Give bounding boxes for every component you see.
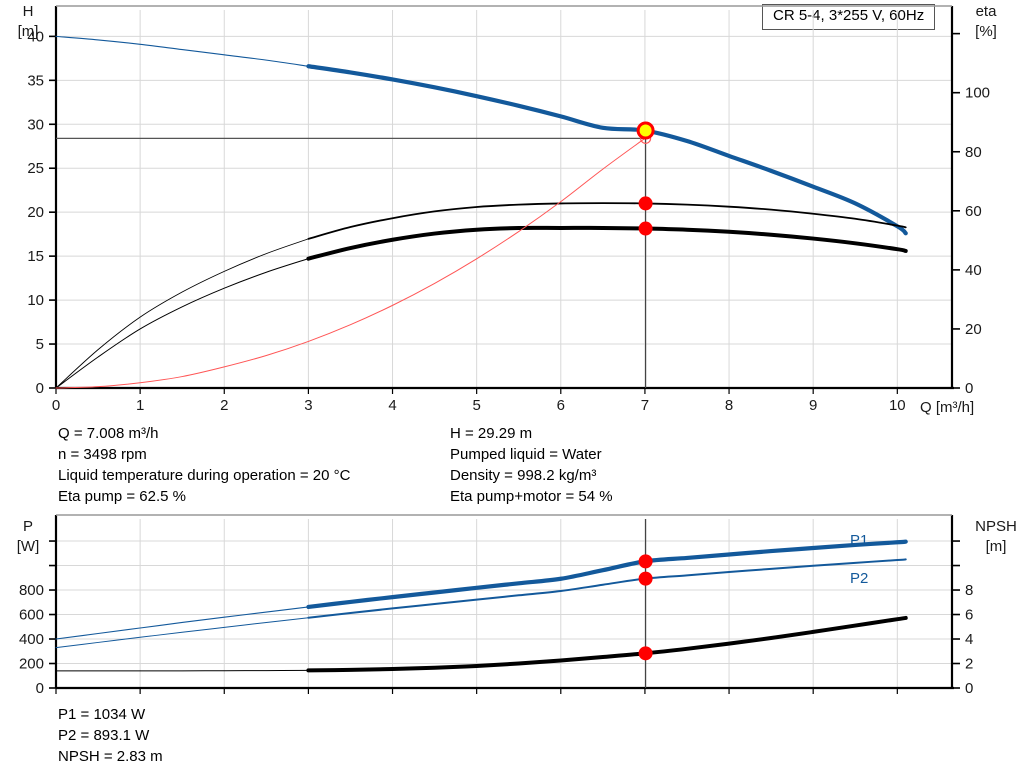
bottom-y2-axis-title-line2: [m]	[986, 538, 1007, 555]
bottom-y-axis-title-line2: [W]	[17, 538, 40, 555]
top-y2-axis-title-line2: [%]	[975, 23, 997, 40]
curve-eta-pump-motor-thick	[306, 225, 908, 261]
info-block-left: Q = 7.008 m³/h n = 3498 rpm Liquid tempe…	[58, 423, 350, 507]
y-tick-label: 5	[36, 336, 44, 353]
bottom-y2-axis-title-line1: NPSH	[975, 518, 1017, 535]
top-y-axis-title-line2: [m]	[18, 23, 39, 40]
y-tick-label: 15	[27, 248, 44, 265]
bottom-chart-duty-markers	[638, 519, 653, 688]
top-chart-curves	[55, 35, 908, 389]
power-npsh-chart: 0 200 400 600 800 0 2 4 6 8 P [W] NPSH [m] P1 P2	[17, 514, 1017, 697]
x-tick-label: 10	[889, 397, 906, 414]
curve-label-p1: P1	[850, 532, 868, 549]
y-tick-label: 40	[27, 28, 44, 45]
curve-p1-thin	[55, 606, 309, 640]
bottom-chart-tick-labels: 0 200 400 600 800 0 2 4 6 8	[19, 582, 973, 697]
top-x-axis-title: Q [m³/h]	[920, 399, 974, 416]
y-tick-label: 400	[19, 631, 44, 648]
top-chart-gridlines	[55, 10, 952, 389]
curve-eta-pump-motor-thin	[55, 258, 309, 389]
info-right-row-1: Pumped liquid = Water	[450, 446, 602, 463]
info-right-row-2: Density = 998.2 kg/m³	[450, 467, 597, 484]
curve-p2-thin	[55, 617, 309, 649]
info-right-row-0: H = 29.29 m	[450, 425, 533, 442]
x-tick-label: 0	[52, 397, 60, 414]
info-left-row-0: Q = 7.008 m³/h	[58, 425, 159, 442]
info-left-row-1: n = 3498 rpm	[58, 446, 147, 463]
top-chart-duty-markers	[636, 121, 655, 388]
curve-label-p2: P2	[850, 570, 868, 587]
y2-tick-label: 4	[965, 631, 973, 648]
curve-p1-thick	[306, 539, 908, 610]
info-left-row-3: Eta pump = 62.5 %	[58, 488, 186, 505]
info-bottom-row-1: P2 = 893.1 W	[58, 727, 150, 744]
top-y2-axis-title-line1: eta	[976, 3, 998, 20]
duty-marker	[638, 221, 653, 236]
curve-eta-pump-thin	[55, 238, 309, 389]
y-tick-label: 200	[19, 656, 44, 673]
head-eta-chart: 0 1 2 3 4 5 6 7 8 9 100510152025303540020406080100…	[18, 3, 998, 416]
y-tick-label: 0	[36, 680, 44, 697]
x-tick-label: 3	[304, 397, 312, 414]
y2-tick-label: 6	[965, 607, 973, 624]
y-tick-label: 20	[27, 204, 44, 221]
y-tick-label: 10	[27, 292, 44, 309]
info-bottom-row-2: NPSH = 2.83 m	[58, 748, 163, 765]
x-tick-label: 8	[725, 397, 733, 414]
pump-title-label: CR 5-4, 3*255 V, 60Hz	[773, 7, 925, 24]
bottom-chart-ticks	[49, 514, 960, 694]
duty-marker	[638, 196, 653, 211]
x-tick-label: 9	[809, 397, 817, 414]
curve-eta-pump-thick	[307, 202, 907, 240]
y-tick-label: 600	[19, 607, 44, 624]
bottom-chart-gridlines	[55, 519, 952, 689]
bottom-chart-curves	[55, 539, 908, 673]
x-tick-label: 7	[641, 397, 649, 414]
y-tick-label: 35	[27, 72, 44, 89]
info-block-bottom: P1 = 1034 W P2 = 893.1 W NPSH = 2.83 m	[58, 704, 163, 767]
y-tick-label: 0	[36, 380, 44, 397]
curve-npsh-thick	[306, 615, 908, 673]
x-tick-label: 4	[388, 397, 396, 414]
info-bottom-row-0: P1 = 1034 W	[58, 706, 146, 723]
x-tick-label: 1	[136, 397, 144, 414]
top-chart-ticks	[49, 5, 960, 394]
y2-tick-label: 20	[965, 321, 982, 338]
x-tick-label: 6	[557, 397, 565, 414]
duty-marker	[638, 571, 653, 586]
y-tick-label: 25	[27, 160, 44, 177]
curve-system-duty-curve	[55, 137, 646, 389]
curve-h-head--thin	[55, 35, 309, 67]
curve-h-head--thick	[306, 64, 908, 236]
y2-tick-label: 80	[965, 144, 982, 161]
x-tick-label: 5	[472, 397, 480, 414]
top-y-axis-title-line1: H	[23, 3, 34, 20]
duty-marker	[638, 646, 653, 661]
x-tick-label: 2	[220, 397, 228, 414]
y2-tick-label: 0	[965, 680, 973, 697]
curve-p2-thick	[307, 558, 907, 619]
y2-tick-label: 2	[965, 656, 973, 673]
pump-title-box: CR 5-4, 3*255 V, 60Hz	[762, 4, 936, 30]
y2-tick-label: 0	[965, 380, 973, 397]
y2-tick-label: 8	[965, 582, 973, 599]
y2-tick-label: 100	[965, 85, 990, 102]
y-tick-label: 800	[19, 582, 44, 599]
duty-point-marker[interactable]	[636, 121, 655, 140]
y2-tick-label: 40	[965, 262, 982, 279]
y-tick-label: 30	[27, 116, 44, 133]
duty-marker	[638, 554, 653, 569]
bottom-y-axis-title-line1: P	[23, 518, 33, 535]
info-block-right: H = 29.29 m Pumped liquid = Water Densit…	[450, 423, 613, 507]
info-left-row-2: Liquid temperature during operation = 20…	[58, 467, 351, 484]
info-right-row-3: Eta pump+motor = 54 %	[450, 488, 613, 505]
y2-tick-label: 60	[965, 203, 982, 220]
